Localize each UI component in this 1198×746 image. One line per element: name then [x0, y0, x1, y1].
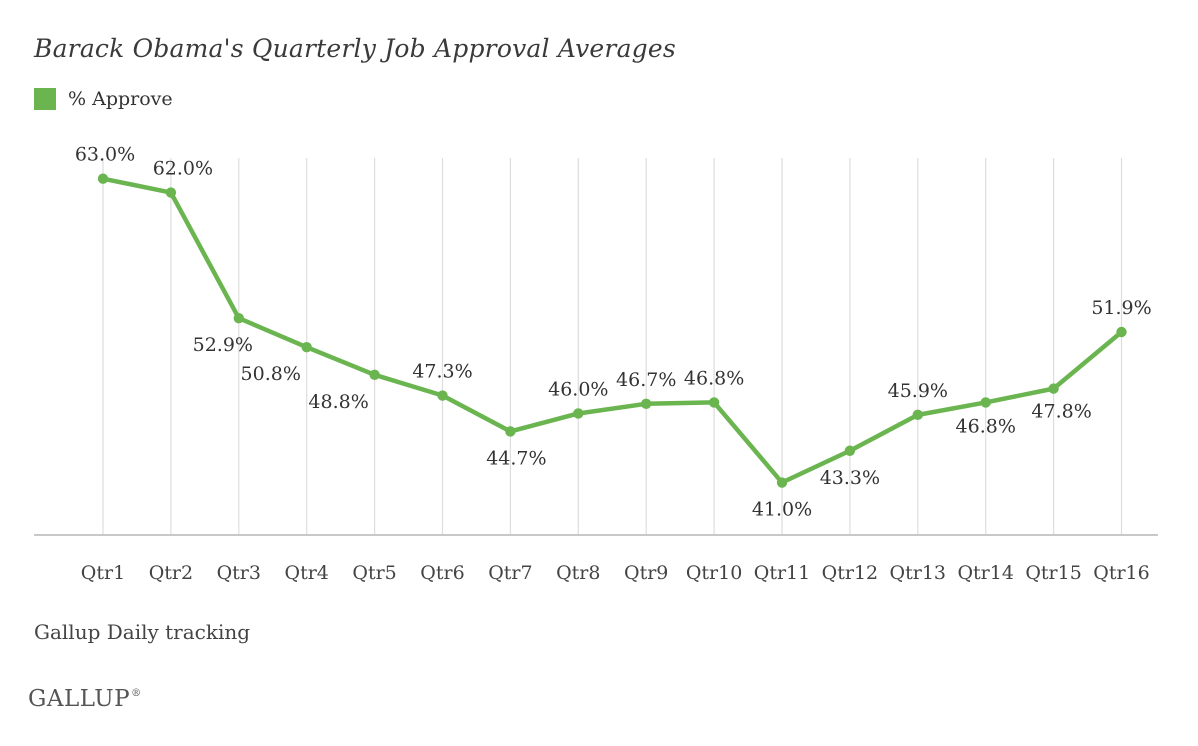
tick-label-qtr12: Qtr12 — [822, 562, 878, 584]
data-point-qtr12 — [844, 445, 856, 456]
data-point-qtr6 — [437, 390, 448, 401]
data-label-qtr13: 45.9% — [888, 380, 948, 402]
data-point-qtr16 — [1116, 326, 1127, 338]
data-point-qtr11 — [776, 477, 788, 488]
data-labels: 63.0% 62.0% 52.9% 50.8% 48.8% 47.3% 44.7% 46.0%… — [75, 144, 1152, 521]
tick-label-qtr1: Qtr1 — [81, 562, 125, 584]
tick-label-qtr8: Qtr8 — [556, 562, 600, 584]
legend-label: % Approve — [68, 88, 173, 110]
data-label-qtr6: 47.3% — [412, 361, 472, 383]
x-tick-labels: Qtr1 Qtr2 Qtr3 Qtr4 Qtr5 Qtr6 Qtr7 Qtr8 Qtr9 Qtr1… — [81, 562, 1150, 584]
tick-label-qtr9: Qtr9 — [624, 562, 668, 584]
logo-registered-mark: ® — [131, 688, 142, 699]
legend-swatch — [34, 88, 56, 110]
source-note: Gallup Daily tracking — [34, 620, 251, 644]
data-label-qtr2: 62.0% — [153, 158, 213, 180]
tick-label-qtr3: Qtr3 — [217, 562, 261, 584]
tick-label-qtr11: Qtr11 — [754, 562, 810, 584]
tick-label-qtr2: Qtr2 — [149, 562, 193, 584]
data-point-qtr13 — [912, 409, 923, 421]
data-label-qtr3: 52.9% — [193, 334, 253, 356]
data-label-qtr11: 41.0% — [752, 499, 812, 521]
data-point-qtr3 — [233, 312, 244, 324]
data-point-qtr9 — [641, 398, 652, 410]
data-label-qtr14: 46.8% — [956, 415, 1016, 437]
tick-label-qtr15: Qtr15 — [1025, 562, 1081, 584]
tick-label-qtr4: Qtr4 — [285, 562, 329, 584]
data-point-qtr4 — [301, 341, 312, 353]
data-label-qtr10: 46.8% — [684, 367, 744, 389]
tick-label-qtr5: Qtr5 — [352, 562, 396, 584]
data-point-qtr8 — [573, 408, 584, 419]
tick-label-qtr16: Qtr16 — [1093, 562, 1149, 584]
tick-label-qtr7: Qtr7 — [488, 562, 532, 584]
data-point-qtr5 — [369, 369, 380, 381]
tick-label-qtr6: Qtr6 — [420, 562, 464, 584]
data-label-qtr15: 47.8% — [1031, 401, 1091, 423]
legend: % Approve — [34, 88, 173, 110]
tick-label-qtr13: Qtr13 — [890, 562, 946, 584]
data-label-qtr16: 51.9% — [1091, 297, 1151, 319]
data-label-qtr12: 43.3% — [820, 467, 880, 489]
data-label-qtr4: 50.8% — [241, 363, 301, 385]
data-label-qtr1: 63.0% — [75, 144, 135, 166]
gallup-logo: GALLUP ® — [28, 686, 142, 712]
data-label-qtr5: 48.8% — [308, 391, 368, 413]
tick-label-qtr10: Qtr10 — [686, 562, 742, 584]
data-point-qtr2 — [165, 187, 177, 198]
data-point-qtr10 — [708, 397, 720, 408]
chart-title: Barack Obama's Quarterly Job Approval Av… — [34, 34, 676, 63]
data-label-qtr8: 46.0% — [548, 378, 608, 400]
data-label-qtr9: 46.7% — [616, 369, 676, 391]
data-label-qtr7: 44.7% — [486, 447, 546, 469]
data-point-qtr15 — [1048, 383, 1059, 394]
data-points — [97, 173, 1127, 488]
tick-label-qtr14: Qtr14 — [957, 562, 1013, 584]
series-line-approve — [100, 176, 1124, 485]
data-point-qtr1 — [97, 173, 109, 184]
logo-text: GALLUP — [28, 686, 131, 712]
gridlines — [102, 158, 1123, 535]
data-point-qtr7 — [505, 426, 516, 437]
data-point-qtr14 — [980, 397, 991, 408]
